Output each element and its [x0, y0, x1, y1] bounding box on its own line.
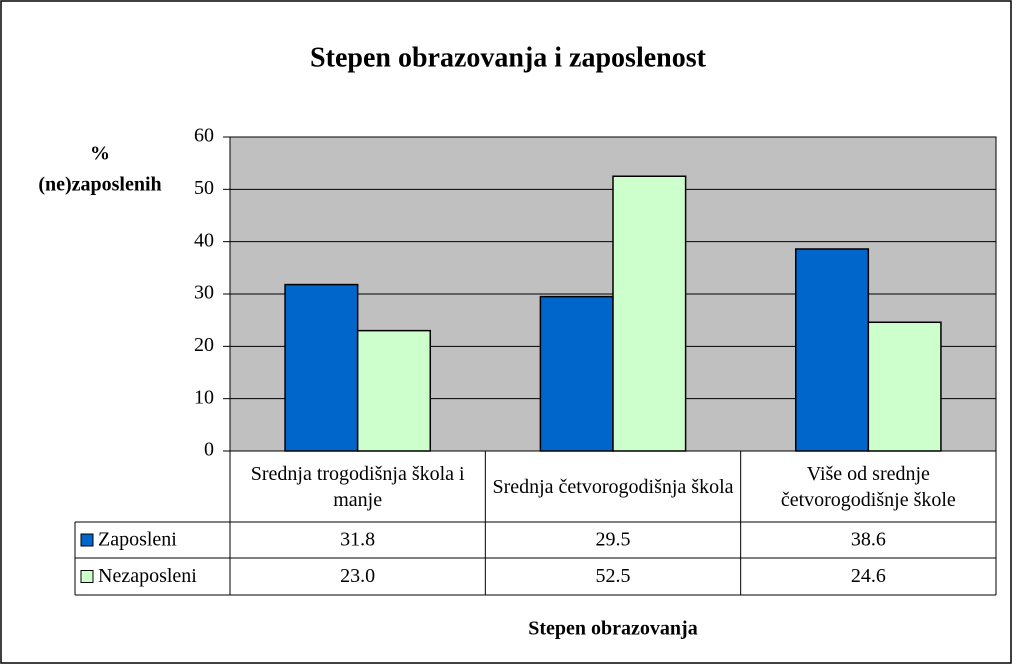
chart-title: Stepen obrazovanja i zaposlenost — [310, 42, 707, 73]
y-tick-label: 20 — [194, 334, 214, 356]
y-tick-label: 0 — [204, 439, 214, 461]
bar — [356, 329, 432, 452]
y-tick-label: 50 — [194, 177, 214, 199]
y-axis-label: % — [90, 143, 110, 165]
x-tick-label: Srednja trogodišnja škola i manje — [250, 463, 465, 511]
table-value: 24.6 — [851, 565, 886, 587]
y-axis-label: (ne)zaposlenih — [38, 174, 161, 196]
table-value: 29.5 — [596, 529, 631, 551]
y-tick-label: 10 — [194, 386, 214, 408]
x-axis-label: Stepen obrazovanja — [528, 618, 697, 640]
x-tick-label: Više od srednje četvorogodišnje škole — [780, 463, 956, 511]
bar — [612, 175, 687, 452]
y-tick-label: 60 — [194, 125, 214, 147]
bar — [284, 283, 359, 452]
bar — [794, 248, 870, 452]
legend-swatch — [80, 533, 94, 547]
bar — [539, 295, 614, 452]
x-tick-label: Srednja četvorogodišnja škola — [492, 476, 734, 498]
bar — [867, 321, 942, 452]
y-tick-label: 40 — [194, 229, 214, 251]
legend-swatch — [80, 570, 94, 583]
y-tick-label: 30 — [194, 282, 214, 304]
legend-label: Zaposleni — [98, 529, 177, 551]
table-value: 23.0 — [340, 565, 375, 587]
table-value: 31.8 — [340, 529, 375, 551]
legend-label: Nezaposleni — [98, 565, 197, 587]
table-value: 52.5 — [596, 565, 631, 587]
table-value: 38.6 — [851, 529, 886, 551]
